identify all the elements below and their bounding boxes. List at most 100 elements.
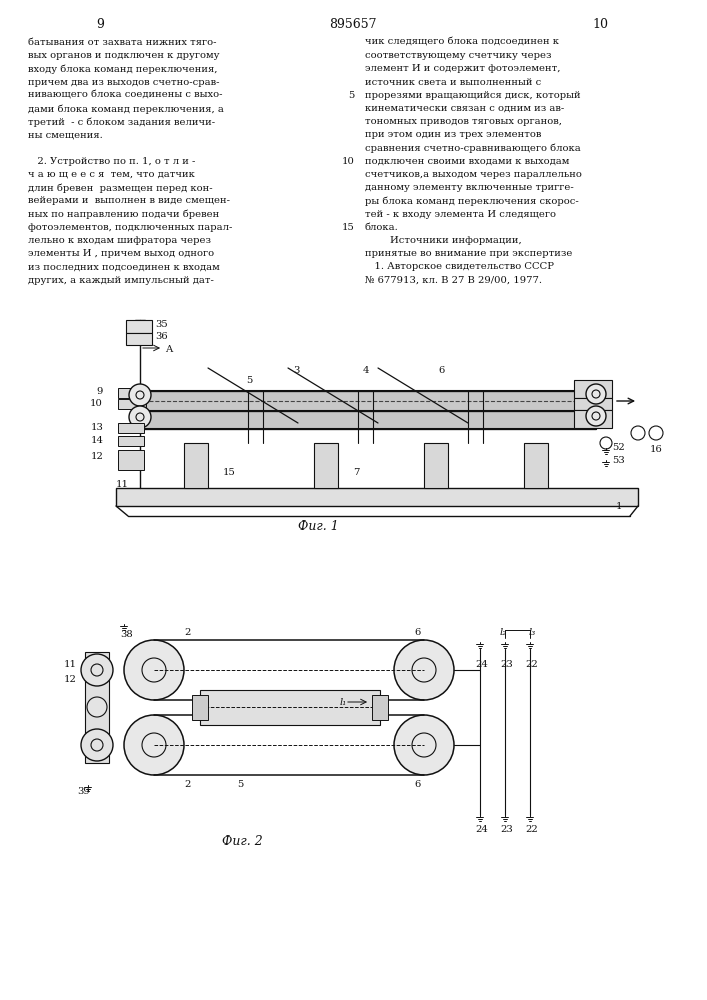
Bar [126,320,152,333]
Text: ных по направлению подачи бревен: ных по направлению подачи бревен [28,210,219,219]
Circle shape [124,640,184,700]
Text: 2: 2 [184,780,190,789]
Bar [118,399,146,409]
Bar [143,391,596,413]
Text: 24: 24 [475,825,488,834]
Text: из последних подсоединен к входам: из последних подсоединен к входам [28,262,220,271]
Text: входу блока команд переключения,: входу блока команд переключения, [28,64,218,74]
Text: 9: 9 [97,387,103,396]
Bar [314,443,338,488]
Text: сравнения счетно-сравнивающего блока: сравнения счетно-сравнивающего блока [365,144,580,153]
Text: Источники информации,: Источники информации, [365,236,522,245]
Circle shape [394,640,454,700]
Text: соответствующему счетчику через: соответствующему счетчику через [365,51,551,60]
Text: 10: 10 [342,157,355,166]
Text: 15: 15 [342,223,355,232]
Text: 11: 11 [64,660,77,669]
Text: ны смещения.: ны смещения. [28,130,103,139]
Bar [184,443,208,488]
Text: 22: 22 [525,660,538,669]
Text: вых органов и подключен к другому: вых органов и подключен к другому [28,51,219,60]
Text: 3: 3 [293,366,299,375]
Text: l₃: l₃ [528,628,536,637]
Text: 12: 12 [64,675,77,684]
Bar [143,411,596,429]
Text: источник света и выполненный с: источник света и выполненный с [365,78,542,87]
Text: 24: 24 [475,660,488,669]
Bar [372,695,388,720]
Text: l₂: l₂ [499,628,507,637]
Text: 5: 5 [349,91,355,100]
Text: длин бревен  размещен перед кон-: длин бревен размещен перед кон- [28,183,213,193]
Bar [118,388,146,398]
Text: 4: 4 [363,366,370,375]
Bar [192,695,208,720]
Text: 5: 5 [246,376,252,385]
Text: принятые во внимание при экспертизе: принятые во внимание при экспертизе [365,249,573,258]
Text: лельно к входам шифратора через: лельно к входам шифратора через [28,236,211,245]
Text: 5: 5 [237,780,243,789]
Bar [118,423,144,433]
Text: 6: 6 [414,780,420,789]
Text: тей - к входу элемента И следящего: тей - к входу элемента И следящего [365,210,556,219]
Text: 7: 7 [353,468,359,477]
Text: 2. Устройство по п. 1, о т л и -: 2. Устройство по п. 1, о т л и - [28,157,195,166]
Text: фотоэлементов, подключенных парал-: фотоэлементов, подключенных парал- [28,223,233,232]
Text: 9: 9 [96,18,104,31]
Circle shape [129,406,151,428]
Bar [574,380,612,398]
Text: 12: 12 [91,452,104,461]
Text: 35: 35 [155,320,168,329]
Text: 15: 15 [223,468,236,477]
Circle shape [124,715,184,775]
Text: прорезями вращающийся диск, который: прорезями вращающийся диск, который [365,91,580,100]
Text: l₁: l₁ [340,698,347,707]
Text: при этом один из трех элементов: при этом один из трех элементов [365,130,542,139]
Text: 53: 53 [612,456,625,465]
Text: 6: 6 [438,366,444,375]
Text: 1: 1 [616,502,622,511]
Circle shape [129,384,151,406]
Circle shape [586,384,606,404]
Text: чик следящего блока подсоединен к: чик следящего блока подсоединен к [365,38,559,47]
Bar [116,488,638,506]
Text: 11: 11 [116,480,129,489]
Bar [574,398,612,410]
Circle shape [81,654,113,686]
Text: других, а каждый импульсный дат-: других, а каждый импульсный дат- [28,276,214,285]
Text: 22: 22 [525,825,538,834]
Circle shape [87,697,107,717]
Text: 23: 23 [500,660,513,669]
Text: 16: 16 [650,445,662,454]
Text: батывания от захвата нижних тяго-: батывания от захвата нижних тяго- [28,38,216,47]
Text: A: A [165,345,173,354]
Text: Фиг. 1: Фиг. 1 [298,520,339,533]
Text: 14: 14 [91,436,104,445]
Text: счетчиков,а выходом через параллельно: счетчиков,а выходом через параллельно [365,170,582,179]
Bar [118,436,144,446]
Bar [524,443,548,488]
Text: № 677913, кл. В 27 В 29/00, 1977.: № 677913, кл. В 27 В 29/00, 1977. [365,276,542,285]
Text: 23: 23 [500,825,513,834]
Text: данному элементу включенные тригге-: данному элементу включенные тригге- [365,183,574,192]
Text: Фиг. 2: Фиг. 2 [221,835,262,848]
Text: причем два из выходов счетно-срав-: причем два из выходов счетно-срав- [28,78,219,87]
Text: 10: 10 [90,399,103,408]
Text: 13: 13 [91,423,104,432]
Circle shape [394,715,454,775]
Circle shape [81,729,113,761]
Bar [85,652,109,763]
Text: кинематически связан с одним из ав-: кинематически связан с одним из ав- [365,104,564,113]
Text: ры блока команд переключения скорос-: ры блока команд переключения скорос- [365,196,579,206]
Text: ч а ю щ е е с я  тем, что датчик: ч а ю щ е е с я тем, что датчик [28,170,195,179]
Text: 39: 39 [77,787,90,796]
Bar [424,443,448,488]
Text: 52: 52 [612,443,625,452]
Text: дами блока команд переключения, а: дами блока команд переключения, а [28,104,224,113]
Text: 38: 38 [120,630,133,639]
Bar [200,690,380,725]
Text: нивающего блока соединены с выхо-: нивающего блока соединены с выхо- [28,91,223,100]
Text: 10: 10 [592,18,608,31]
Text: блока.: блока. [365,223,399,232]
Text: 1. Авторское свидетельство СССР: 1. Авторское свидетельство СССР [365,262,554,271]
